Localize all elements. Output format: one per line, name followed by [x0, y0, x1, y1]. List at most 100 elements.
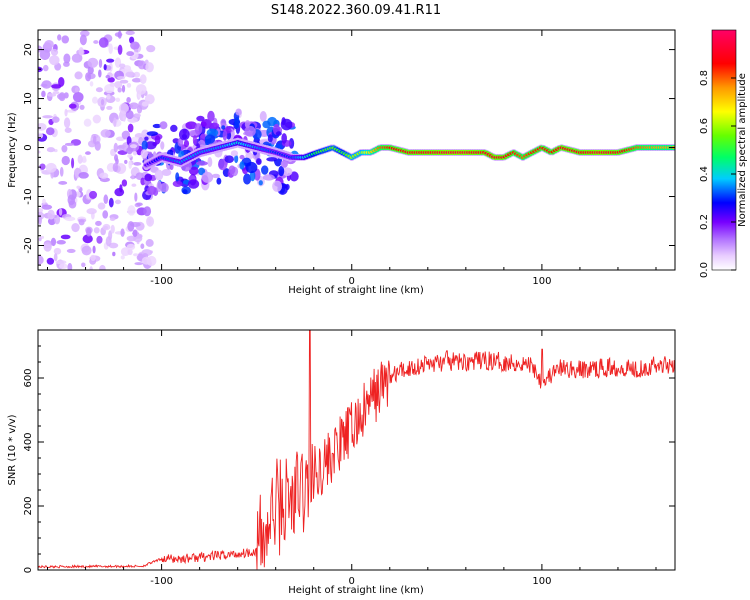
spectrogram-noise-blob [45, 127, 55, 136]
spectrogram-noise-blob [133, 71, 141, 78]
spectrogram-blob [234, 154, 239, 164]
spectrogram-noise-blob [146, 45, 156, 53]
spectrogram-noise-blob [47, 209, 55, 220]
spectrogram-noise-blob [63, 53, 71, 64]
spectrogram-noise-blob [74, 71, 83, 80]
spectrogram-blob [272, 180, 283, 192]
spectrogram-noise-blob [136, 202, 143, 207]
spectrogram-noise-blob [41, 80, 52, 89]
colorbar-tick-label: 0.2 [699, 214, 710, 230]
spectrogram-blob [262, 174, 275, 181]
spectrogram-noise-blob [50, 48, 59, 56]
figure-title: S148.2022.360.09.41.R11 [271, 3, 441, 18]
spectrogram-noise-blob [38, 123, 47, 131]
spectrogram-noise-blob [127, 153, 133, 158]
colorbar-ticks: 0.0 0.2 0.4 0.6 0.8 [699, 70, 736, 278]
snr-x-tick-label: 100 [532, 576, 551, 587]
spectrogram-noise-blob [56, 240, 66, 245]
spectrogram-noise-blob [64, 142, 75, 146]
spectrogram-noise-blob [47, 93, 57, 97]
spectrogram-noise-blob [126, 235, 137, 242]
spectrogram-blob [182, 189, 188, 195]
spectrogram-noise-blob [144, 94, 155, 105]
spectrogram-noise-blob [108, 197, 114, 208]
spectrogram-noise-blob [64, 127, 72, 133]
spectrogram-noise-blob [90, 254, 96, 262]
spectrogram-blob [160, 182, 169, 193]
spectrogram-noise-blob [133, 253, 139, 257]
spectrogram-blob [144, 136, 149, 141]
spectrogram-noise-blob [76, 185, 81, 189]
spectrogram-noise-blob [81, 245, 92, 256]
spectrogram-noise-blob [92, 114, 102, 124]
spectrogram-noise-blob [126, 97, 131, 103]
spectrogram-noise-blob [38, 214, 42, 226]
spectrogram-noise-blob [127, 123, 134, 133]
spectrogram-noise-blob [77, 154, 83, 164]
spectrogram-noise-blob [79, 34, 87, 46]
spectrogram-noise-blob [87, 66, 94, 75]
colorbar-label: Normalized spectral amplitude [737, 73, 748, 227]
spectrogram-noise-blob [78, 219, 85, 226]
spectrogram-noise-blob [89, 190, 98, 199]
spectrogram-blob [154, 169, 164, 181]
spectrogram-noise-blob [58, 92, 66, 102]
spectrogram-noise-blob [113, 142, 118, 153]
spectrogram-noise-blob [94, 141, 101, 151]
spectrogram-noise-blob [71, 223, 80, 233]
spectrogram-y-axis-label: Frequency (Hz) [7, 112, 18, 188]
spectrogram-blob [255, 158, 262, 165]
spectrogram-noise-blob [99, 264, 106, 270]
snr-x-tick-label: 0 [349, 576, 355, 587]
spectrogram-noise-blob [78, 172, 89, 179]
spectrogram-noise-blob [85, 151, 91, 155]
spectrogram-noise-blob [126, 82, 132, 88]
spectrogram-noise-blob [122, 116, 126, 122]
spectrogram-blob [228, 165, 236, 175]
spectrogram-noise-blob [83, 118, 92, 127]
spectrogram-blob [152, 123, 162, 129]
spectrogram-noise-blob [95, 87, 103, 93]
spectrogram-noise-blob [133, 161, 142, 166]
spectrogram-y-tick-label: 10 [23, 92, 34, 105]
spectrogram-noise-blob [120, 255, 125, 260]
spectrogram-noise-blob [117, 87, 122, 93]
spectrogram-blob [221, 125, 226, 130]
spectrogram-blob [201, 171, 214, 183]
colorbar: 0.0 0.2 0.4 0.6 0.8 Normalized spectral ampl… [699, 29, 748, 278]
spectrogram-blob [170, 124, 178, 133]
spectrogram-x-tick-label: 100 [532, 276, 551, 287]
spectrogram-noise-blob [128, 160, 133, 169]
spectrogram-noise-blob [120, 228, 125, 237]
snr-y-tick-label: 400 [23, 432, 34, 451]
spectrogram-noise-blob [78, 47, 84, 56]
spectrogram-blob [207, 156, 213, 168]
spectrogram-blob [188, 166, 199, 176]
spectrogram-y-tick-label: -20 [23, 237, 34, 253]
spectrogram-noise-blob [50, 237, 57, 247]
spectrogram-noise-blob [87, 57, 99, 68]
spectrogram-noise-blob [60, 234, 71, 240]
spectrogram-noise-blob [42, 115, 54, 119]
spectrogram-blob [243, 173, 252, 185]
spectrogram-blob [280, 118, 293, 131]
spectrogram-blob [258, 180, 263, 186]
spectrogram-noise-blob [121, 84, 126, 93]
spectrogram-noise-blob [145, 62, 154, 73]
spectrogram-noise-blob [134, 192, 138, 202]
snr-ticks: -100 0 100 0 200 400 600 [23, 329, 675, 587]
spectrogram-noise-blob [42, 198, 46, 204]
spectrogram-noise-blob [127, 221, 135, 232]
spectrogram-blob [198, 167, 206, 176]
spectrogram-y-tick-label: -10 [23, 188, 34, 204]
spectrogram-blob [289, 171, 299, 182]
spectrogram-noise-blob [98, 37, 109, 48]
spectrogram-noise-blob [53, 247, 62, 255]
spectrogram-blob [169, 163, 174, 171]
spectrogram-noise-blob [85, 72, 92, 82]
spectrogram-noise-blob [79, 104, 85, 110]
spectrogram-noise-blob [61, 155, 70, 166]
spectrogram-noise-blob [58, 208, 63, 216]
spectrogram-noise-blob [102, 223, 111, 231]
spectrogram-noise-blob [119, 79, 129, 84]
